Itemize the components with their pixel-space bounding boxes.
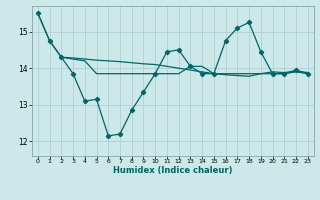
X-axis label: Humidex (Indice chaleur): Humidex (Indice chaleur) bbox=[113, 166, 233, 175]
